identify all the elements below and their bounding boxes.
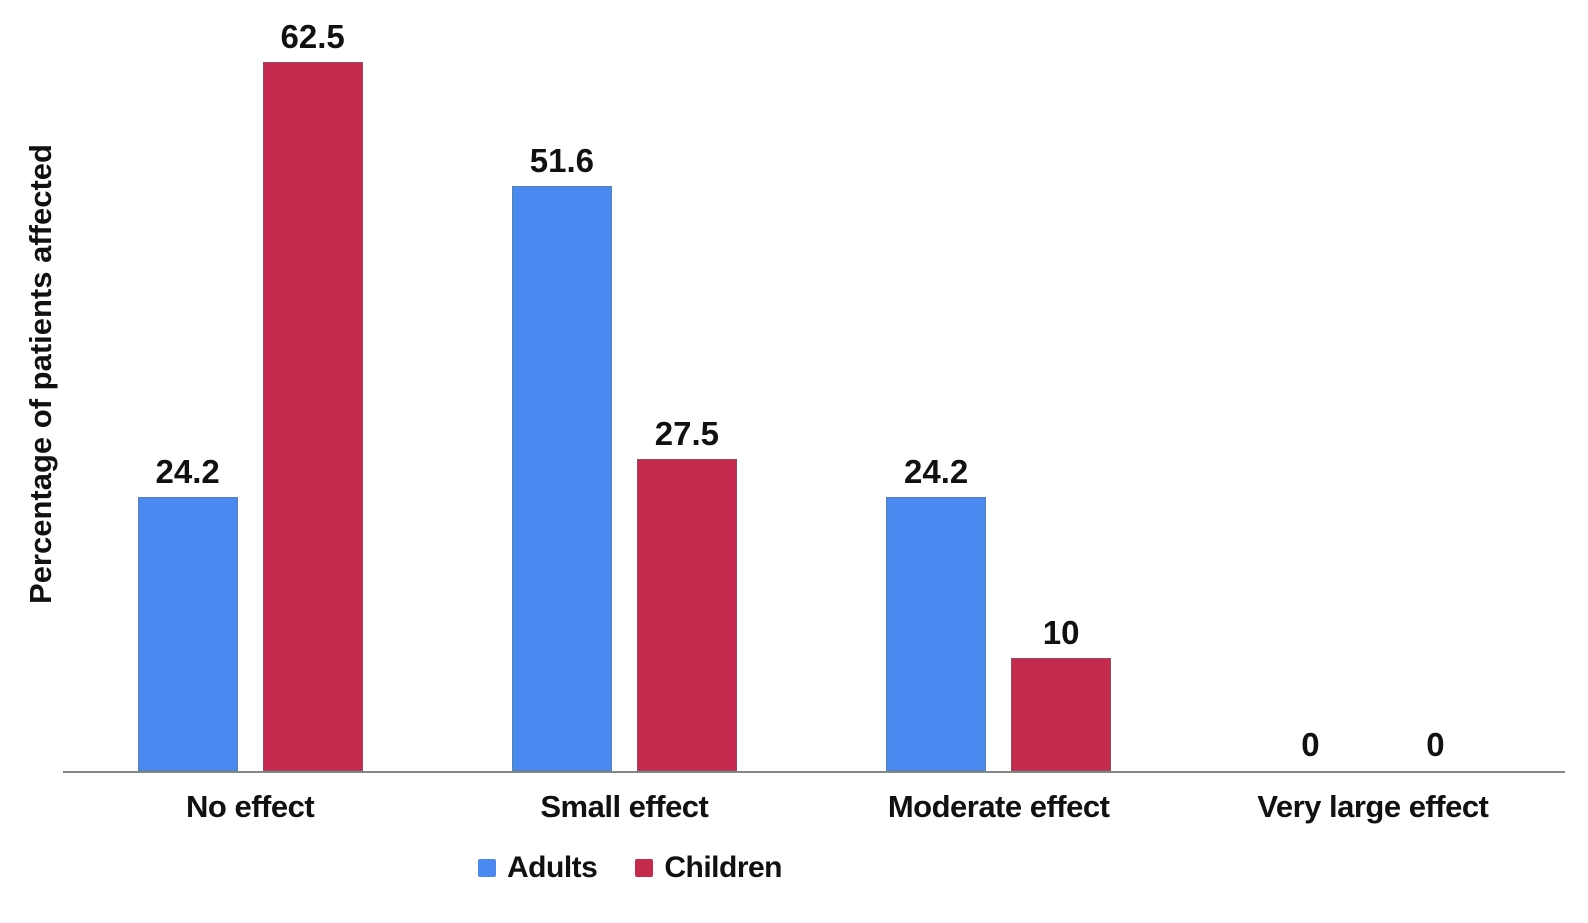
bar-group-no-effect: 24.2 62.5 <box>63 0 437 771</box>
legend-item-adults: Adults <box>478 851 598 884</box>
value-label-children-moderate-effect: 10 <box>1042 613 1080 651</box>
value-label-children-very-large-effect: 0 <box>1426 726 1445 763</box>
x-axis-category-labels: No effect Small effect Moderate effect Very… <box>63 789 1560 825</box>
y-axis-label: Percentage of patients affected <box>23 144 58 604</box>
bar-group-moderate-effect: 24.2 10 <box>812 0 1186 771</box>
bar-children-no-effect: 62.5 <box>262 20 363 771</box>
legend-item-children: Children <box>635 853 782 883</box>
legend-swatch-icon-adults <box>478 859 496 877</box>
value-label-adults-small-effect: 51.6 <box>529 141 594 179</box>
bar-children-moderate-effect: 10 <box>1011 616 1112 771</box>
plot-area: 24.2 62.5 51.6 27.5 24.2 10 0 0 <box>63 0 1560 771</box>
category-label-small-effect: Small effect <box>540 789 709 824</box>
category-label-moderate-effect: Moderate effect <box>887 789 1110 824</box>
category-label-no-effect: No effect <box>186 789 315 824</box>
bar-group-small-effect: 51.6 27.5 <box>437 0 811 771</box>
value-label-adults-very-large-effect: 0 <box>1301 726 1320 763</box>
legend: Adults Children <box>478 853 782 883</box>
bar-adults-moderate-effect: 24.2 <box>886 455 987 771</box>
value-label-adults-moderate-effect: 24.2 <box>904 452 969 490</box>
bar-adults-small-effect: 51.6 <box>511 144 612 771</box>
value-label-children-no-effect: 62.5 <box>280 18 345 56</box>
x-axis-line <box>63 771 1565 773</box>
legend-swatch-icon-children <box>635 859 654 877</box>
legend-label-adults: Adults <box>507 851 598 884</box>
category-label-very-large-effect: Very large effect <box>1257 789 1489 824</box>
bar-adults-no-effect: 24.2 <box>137 455 238 771</box>
value-label-children-small-effect: 27.5 <box>654 415 719 453</box>
legend-label-children: Children <box>664 851 782 884</box>
value-label-adults-no-effect: 24.2 <box>155 452 220 490</box>
bar-children-small-effect: 27.5 <box>636 417 737 771</box>
